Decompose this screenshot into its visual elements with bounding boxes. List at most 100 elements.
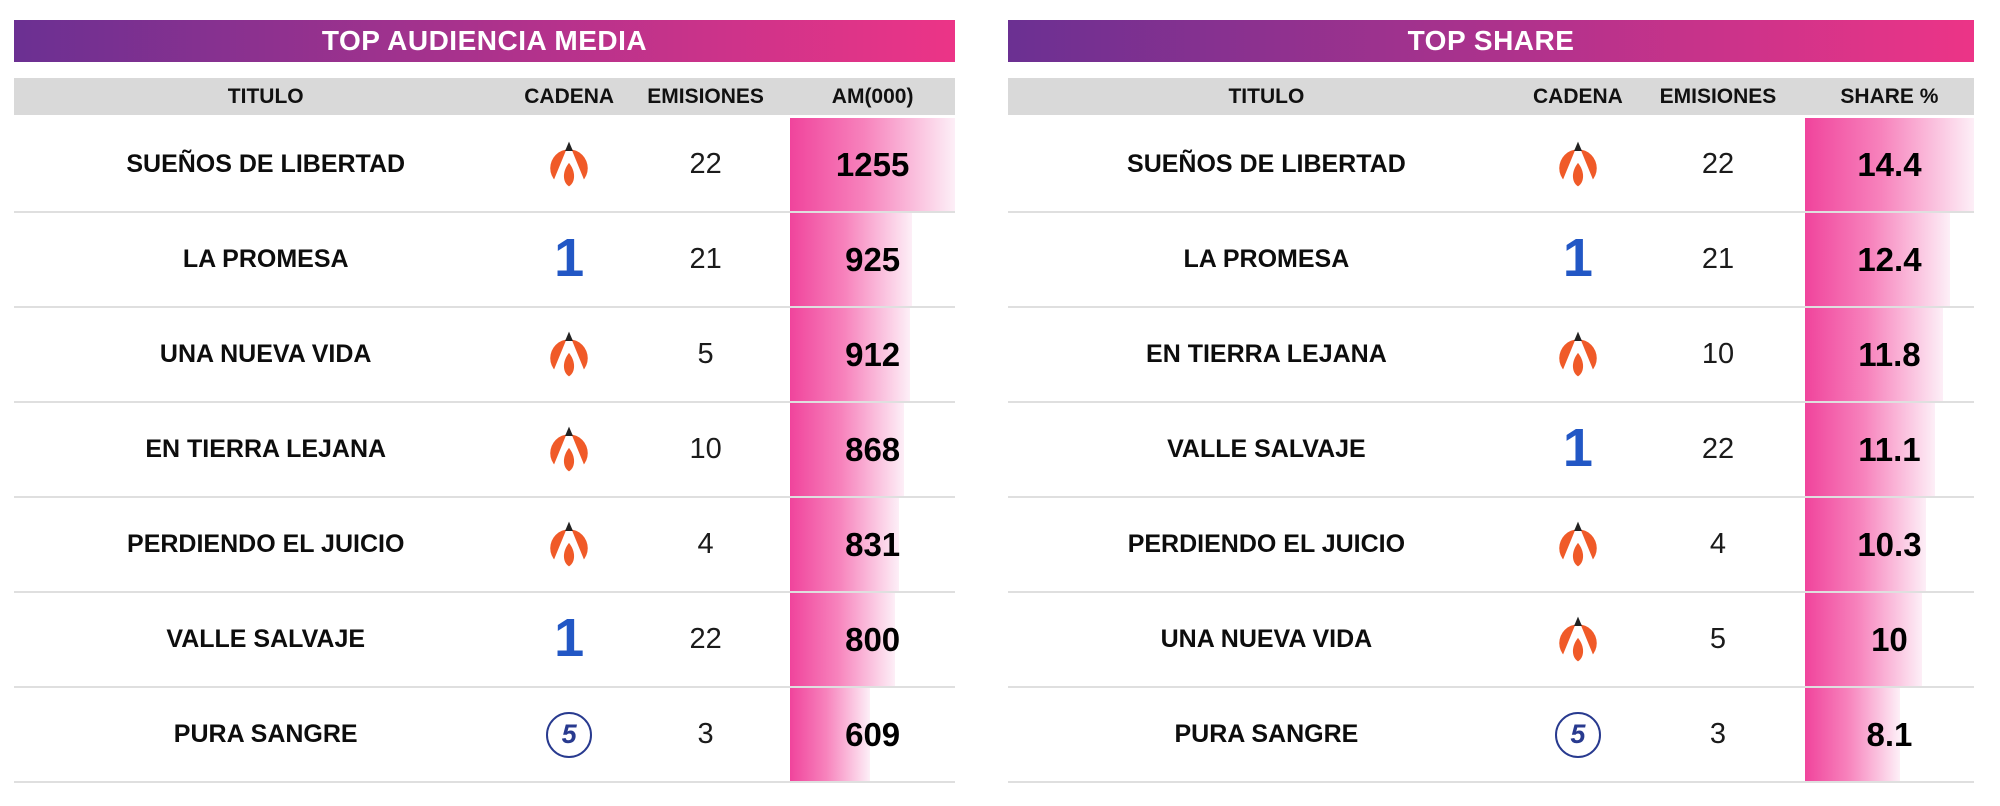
channel-cell xyxy=(1525,308,1631,401)
antena3-logo-icon xyxy=(549,521,589,570)
channel-cell xyxy=(1525,118,1631,211)
value-cell: 11.8 xyxy=(1804,308,1974,401)
value-gradient-bar xyxy=(1804,308,1944,401)
table-row: SUEÑOS DE LIBERTAD 22 1255 xyxy=(14,118,955,213)
header-cell-emisiones: EMISIONES xyxy=(647,84,764,108)
value-label: 10 xyxy=(1871,620,1908,658)
emisiones-count: 3 xyxy=(1709,718,1727,750)
channel-cell: 5 xyxy=(1525,688,1631,781)
channel-cell: 1 xyxy=(517,593,621,686)
table-title-bar: TOP AUDIENCIA MEDIA xyxy=(14,20,955,62)
antena3-logo-icon xyxy=(549,426,589,475)
la1-logo-icon: 1 xyxy=(1562,417,1593,478)
antena3-logo-icon xyxy=(549,141,589,190)
value-label: 925 xyxy=(845,240,901,278)
value-label: 912 xyxy=(845,335,901,373)
program-title: SUEÑOS DE LIBERTAD xyxy=(1127,150,1406,178)
emisiones-count: 4 xyxy=(697,528,714,560)
channel-cell xyxy=(1525,498,1631,591)
program-title: PERDIENDO EL JUICIO xyxy=(1127,530,1406,558)
table-title: TOP AUDIENCIA MEDIA xyxy=(321,25,648,56)
header-cell-cadena: CADENA xyxy=(524,84,615,108)
table-body: SUEÑOS DE LIBERTAD 22 14.4 LA PROMESA xyxy=(1008,118,1974,783)
antena3-logo-icon xyxy=(1558,521,1598,570)
emisiones-count: 22 xyxy=(1701,433,1735,465)
ranking-table-top-audiencia-media: TOP AUDIENCIA MEDIA TITULO CADENA EMISIO… xyxy=(14,20,955,806)
table-row: EN TIERRA LEJANA 10 11.8 xyxy=(1008,308,1974,403)
value-gradient-bar xyxy=(790,403,905,496)
program-title: EN TIERRA LEJANA xyxy=(145,435,387,463)
channel-cell xyxy=(1525,593,1631,686)
antena3-logo-icon xyxy=(1558,141,1598,190)
channel-cell: 1 xyxy=(517,213,621,306)
value-cell: 1255 xyxy=(790,118,955,211)
channel-cell xyxy=(517,498,621,591)
value-gradient-bar xyxy=(790,118,955,211)
value-gradient-bar xyxy=(1804,498,1926,591)
program-title: LA PROMESA xyxy=(1183,245,1350,273)
value-label: 868 xyxy=(845,430,901,468)
value-cell: 14.4 xyxy=(1804,118,1974,211)
value-gradient-bar xyxy=(790,498,900,591)
program-title: PERDIENDO EL JUICIO xyxy=(127,530,405,558)
value-label: 609 xyxy=(845,715,901,753)
telecinco-logo-icon: 5 xyxy=(1554,711,1601,758)
value-cell: 800 xyxy=(790,593,955,686)
emisiones-count: 22 xyxy=(689,148,722,180)
emisiones-count: 3 xyxy=(697,718,714,750)
channel-cell: 1 xyxy=(1525,213,1631,306)
emisiones-count: 5 xyxy=(697,338,714,370)
column-header-row: TITULO CADENA EMISIONES AM(000) xyxy=(14,78,955,115)
value-cell: 912 xyxy=(790,308,955,401)
value-gradient-bar xyxy=(790,308,910,401)
column-header-row: TITULO CADENA EMISIONES SHARE % xyxy=(1008,78,1974,115)
header-cell-valor: SHARE % xyxy=(1840,84,1939,108)
la1-logo-icon: 1 xyxy=(1562,227,1593,288)
value-label: 831 xyxy=(845,525,901,563)
program-title: PURA SANGRE xyxy=(173,720,358,748)
value-gradient-bar xyxy=(1804,688,1900,781)
program-title: EN TIERRA LEJANA xyxy=(1146,340,1387,368)
header-cell-emisiones: EMISIONES xyxy=(1659,84,1777,108)
value-cell: 925 xyxy=(790,213,955,306)
table-row: LA PROMESA 1 21 12.4 xyxy=(1008,213,1974,308)
channel-cell xyxy=(517,403,621,496)
value-gradient-bar xyxy=(1804,403,1936,496)
table-row: PERDIENDO EL JUICIO 4 831 xyxy=(14,498,955,593)
channel-cell: 5 xyxy=(517,688,621,781)
value-label: 8.1 xyxy=(1866,715,1913,753)
emisiones-count: 22 xyxy=(1701,148,1735,180)
value-gradient-bar xyxy=(790,688,871,781)
value-label: 14.4 xyxy=(1857,145,1922,183)
emisiones-count: 21 xyxy=(1701,243,1735,275)
table-row: PURA SANGRE 5 3 8.1 xyxy=(1008,688,1974,783)
program-title: PURA SANGRE xyxy=(1174,720,1359,748)
channel-cell: 1 xyxy=(1525,403,1631,496)
value-gradient-bar xyxy=(790,213,912,306)
program-title: UNA NUEVA VIDA xyxy=(159,340,372,368)
header-cell-titulo: TITULO xyxy=(1228,84,1305,108)
value-gradient-bar xyxy=(1804,593,1923,686)
header-cell-valor: AM(000) xyxy=(831,84,914,108)
value-cell: 831 xyxy=(790,498,955,591)
table-row: LA PROMESA 1 21 925 xyxy=(14,213,955,308)
value-cell: 12.4 xyxy=(1804,213,1974,306)
program-title: VALLE SALVAJE xyxy=(1167,435,1366,463)
program-title: VALLE SALVAJE xyxy=(166,625,366,653)
table-row: VALLE SALVAJE 1 22 800 xyxy=(14,593,955,688)
channel-cell xyxy=(517,308,621,401)
value-label: 12.4 xyxy=(1857,240,1922,278)
emisiones-count: 22 xyxy=(689,623,722,655)
table-title: TOP SHARE xyxy=(1407,25,1575,56)
value-gradient-bar xyxy=(1804,213,1951,306)
value-cell: 11.1 xyxy=(1804,403,1974,496)
value-cell: 10 xyxy=(1804,593,1974,686)
value-cell: 8.1 xyxy=(1804,688,1974,781)
program-title: LA PROMESA xyxy=(182,245,349,273)
emisiones-count: 4 xyxy=(1709,528,1727,560)
table-title-bar: TOP SHARE xyxy=(1008,20,1974,62)
header-cell-cadena: CADENA xyxy=(1533,84,1623,108)
header-cell-titulo: TITULO xyxy=(227,84,304,108)
antena3-logo-icon xyxy=(1558,331,1598,380)
